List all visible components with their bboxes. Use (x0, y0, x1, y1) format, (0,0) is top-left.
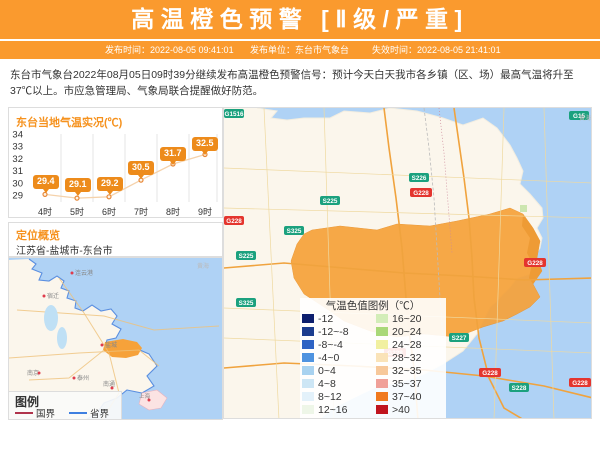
svg-text:33: 33 (12, 142, 23, 153)
svg-text:泰州: 泰州 (77, 374, 89, 382)
svg-text:南通: 南通 (103, 380, 115, 388)
svg-text:6时: 6时 (102, 206, 116, 217)
svg-text:5时: 5时 (70, 206, 84, 217)
svg-text:G228: G228 (226, 218, 242, 225)
svg-text:30: 30 (12, 178, 23, 189)
svg-text:S225: S225 (323, 198, 338, 205)
svg-text:4时: 4时 (38, 206, 52, 217)
svg-text:29: 29 (12, 191, 23, 202)
svg-text:上海: 上海 (139, 392, 151, 400)
svg-text:G228: G228 (482, 370, 498, 377)
svg-text:S228: S228 (512, 385, 527, 392)
svg-text:盐城: 盐城 (105, 341, 117, 349)
svg-text:黄海: 黄海 (579, 114, 591, 122)
svg-text:S227: S227 (452, 335, 467, 342)
svg-text:7时: 7时 (134, 206, 148, 217)
svg-text:连云港: 连云港 (75, 269, 93, 277)
svg-text:南京: 南京 (27, 369, 39, 377)
svg-text:宿迁: 宿迁 (47, 292, 59, 300)
svg-text:G228: G228 (527, 260, 543, 267)
svg-text:S325: S325 (239, 300, 254, 307)
svg-text:34: 34 (12, 130, 23, 141)
svg-text:S225: S225 (239, 253, 254, 260)
svg-text:G1516: G1516 (225, 111, 244, 118)
svg-text:8时: 8时 (166, 206, 180, 217)
svg-text:9时: 9时 (198, 206, 212, 217)
svg-text:G228: G228 (413, 190, 429, 197)
svg-text:S325: S325 (287, 228, 302, 235)
svg-text:G228: G228 (572, 380, 588, 387)
svg-text:黄海: 黄海 (197, 262, 209, 270)
svg-text:31: 31 (12, 166, 23, 177)
svg-text:32: 32 (12, 154, 23, 165)
svg-text:S226: S226 (412, 175, 427, 182)
